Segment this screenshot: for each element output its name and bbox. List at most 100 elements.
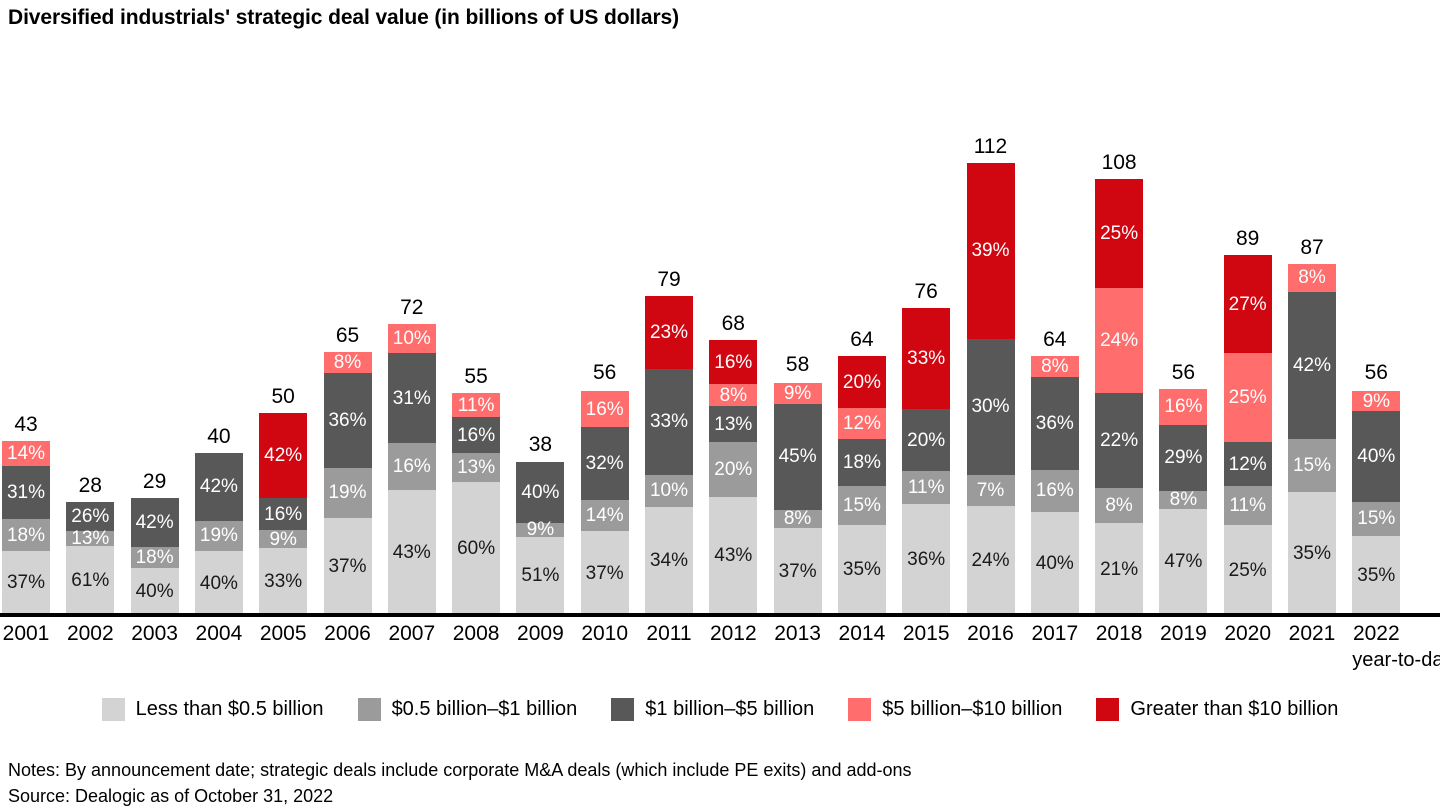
bar-segment[interactable]: 42% xyxy=(1288,291,1336,440)
bar-segment[interactable]: 25% xyxy=(1095,178,1144,288)
bar-column[interactable]: 16% 8% 13% 20% 43% xyxy=(709,340,758,615)
bar-segment[interactable]: 20% xyxy=(709,441,758,497)
bar-column[interactable]: 8% 42% 15% 35% xyxy=(1288,263,1336,615)
bar-segment[interactable]: 7% xyxy=(966,474,1015,507)
bar-column[interactable]: 16% 32% 14% 37% xyxy=(580,389,629,615)
bar-segment[interactable]: 9% xyxy=(773,383,822,405)
bar-segment[interactable]: 8% xyxy=(1288,263,1336,292)
bar-segment[interactable]: 27% xyxy=(1223,255,1272,353)
bar-segment[interactable]: 8% xyxy=(323,352,372,374)
bar-segment[interactable]: 16% xyxy=(387,443,436,490)
bar-segment[interactable]: 37% xyxy=(580,531,629,615)
bar-segment[interactable]: 16% xyxy=(580,391,629,428)
bar-segment[interactable]: 9% xyxy=(259,530,308,549)
bar-segment[interactable]: 39% xyxy=(966,162,1015,339)
bar-column[interactable]: 42% 16% 9% 33% xyxy=(259,413,308,615)
bar-segment[interactable]: 18% xyxy=(837,439,886,486)
bar-column[interactable]: 9% 40% 15% 35% xyxy=(1352,389,1401,615)
bar-column[interactable]: 26% 13% 61% xyxy=(66,501,115,615)
bar-segment[interactable]: 31% xyxy=(387,353,436,444)
bar-segment[interactable]: 10% xyxy=(645,474,693,507)
bar-segment[interactable]: 8% xyxy=(773,509,822,528)
bar-column[interactable]: 42% 19% 40% xyxy=(194,453,243,615)
bar-segment[interactable]: 40% xyxy=(130,568,179,615)
bar-segment[interactable]: 33% xyxy=(902,307,951,410)
bar-segment[interactable]: 25% xyxy=(1223,525,1272,615)
bar-column[interactable]: 8% 36% 19% 37% xyxy=(323,352,372,615)
bar-segment[interactable]: 40% xyxy=(1030,511,1079,615)
bar-segment[interactable]: 35% xyxy=(1352,535,1401,615)
bar-segment[interactable]: 42% xyxy=(194,453,243,521)
bar-segment[interactable]: 18% xyxy=(2,519,50,551)
bar-segment[interactable]: 60% xyxy=(452,481,501,615)
bar-segment[interactable]: 33% xyxy=(259,548,308,615)
legend-item[interactable]: $5 billion–$10 billion xyxy=(848,697,1062,721)
bar-column[interactable]: 8% 36% 16% 40% xyxy=(1030,356,1079,615)
bar-segment[interactable]: 10% xyxy=(387,324,436,354)
bar-segment[interactable]: 43% xyxy=(387,489,436,615)
bar-segment[interactable]: 26% xyxy=(66,501,115,532)
bar-segment[interactable]: 8% xyxy=(709,384,758,407)
bar-segment[interactable]: 24% xyxy=(966,506,1015,615)
bar-segment[interactable]: 11% xyxy=(902,470,951,505)
bar-segment[interactable]: 21% xyxy=(1095,523,1144,615)
bar-segment[interactable]: 45% xyxy=(773,404,822,510)
bar-segment[interactable]: 13% xyxy=(452,452,501,482)
bar-column[interactable]: 25% 24% 22% 8% 21% xyxy=(1095,178,1144,615)
bar-segment[interactable]: 20% xyxy=(902,409,951,471)
bar-segment[interactable]: 47% xyxy=(1159,508,1208,615)
bar-segment[interactable]: 42% xyxy=(130,497,179,548)
bar-column[interactable]: 39% 30% 7% 24% xyxy=(966,162,1015,615)
bar-segment[interactable]: 8% xyxy=(1030,356,1079,378)
bar-segment[interactable]: 9% xyxy=(1352,391,1401,412)
bar-segment[interactable]: 16% xyxy=(452,417,501,453)
bar-segment[interactable]: 35% xyxy=(1288,491,1336,615)
bar-column[interactable]: 10% 31% 16% 43% xyxy=(387,324,436,615)
bar-segment[interactable]: 16% xyxy=(259,497,308,531)
bar-segment[interactable]: 12% xyxy=(837,408,886,440)
bar-segment[interactable]: 43% xyxy=(709,496,758,615)
bar-column[interactable]: 11% 16% 13% 60% xyxy=(452,392,501,615)
bar-segment[interactable]: 36% xyxy=(1030,377,1079,471)
bar-segment[interactable]: 24% xyxy=(1095,287,1144,393)
bar-column[interactable]: 42% 18% 40% xyxy=(130,497,179,615)
bar-segment[interactable]: 18% xyxy=(130,547,179,569)
bar-column[interactable]: 20% 12% 18% 15% 35% xyxy=(837,356,886,615)
bar-segment[interactable]: 32% xyxy=(580,427,629,500)
bar-segment[interactable]: 40% xyxy=(1352,411,1401,502)
bar-segment[interactable]: 37% xyxy=(2,550,50,615)
bar-segment[interactable]: 11% xyxy=(1223,485,1272,526)
bar-segment[interactable]: 19% xyxy=(323,467,372,518)
bar-segment[interactable]: 13% xyxy=(66,529,115,548)
bar-segment[interactable]: 37% xyxy=(323,517,372,615)
bar-segment[interactable]: 30% xyxy=(966,339,1015,475)
bar-column[interactable]: 16% 29% 8% 47% xyxy=(1159,388,1208,615)
bar-segment[interactable]: 9% xyxy=(516,520,565,539)
bar-segment[interactable]: 8% xyxy=(1095,488,1144,524)
bar-segment[interactable]: 61% xyxy=(66,546,115,615)
bar-column[interactable]: 33% 20% 11% 36% xyxy=(902,307,951,615)
bar-segment[interactable]: 15% xyxy=(1288,439,1336,492)
bar-segment[interactable]: 25% xyxy=(1223,352,1272,443)
bar-segment[interactable]: 16% xyxy=(1030,470,1079,512)
bar-column[interactable]: 27% 25% 12% 11% 25% xyxy=(1223,255,1272,615)
legend-item[interactable]: Less than $0.5 billion xyxy=(101,697,324,721)
bar-segment[interactable]: 29% xyxy=(1159,424,1208,491)
bar-segment[interactable]: 34% xyxy=(645,506,693,615)
bar-segment[interactable]: 23% xyxy=(645,295,693,370)
bar-column[interactable]: 23% 33% 10% 34% xyxy=(645,295,693,615)
bar-column[interactable]: 9% 45% 8% 37% xyxy=(773,381,822,615)
legend-item[interactable]: $0.5 billion–$1 billion xyxy=(357,697,577,721)
bar-column[interactable]: 40% 9% 51% xyxy=(516,461,565,615)
bar-segment[interactable]: 20% xyxy=(837,356,886,409)
bar-segment[interactable]: 14% xyxy=(2,441,50,466)
bar-segment[interactable]: 31% xyxy=(2,465,50,520)
bar-segment[interactable]: 12% xyxy=(1223,442,1272,486)
bar-segment[interactable]: 36% xyxy=(323,373,372,468)
bar-segment[interactable]: 16% xyxy=(1159,388,1208,425)
bar-segment[interactable]: 16% xyxy=(709,340,758,385)
bar-segment[interactable]: 19% xyxy=(194,520,243,551)
bar-segment[interactable]: 13% xyxy=(709,406,758,442)
legend-item[interactable]: $1 billion–$5 billion xyxy=(611,697,814,721)
bar-segment[interactable]: 15% xyxy=(1352,501,1401,536)
